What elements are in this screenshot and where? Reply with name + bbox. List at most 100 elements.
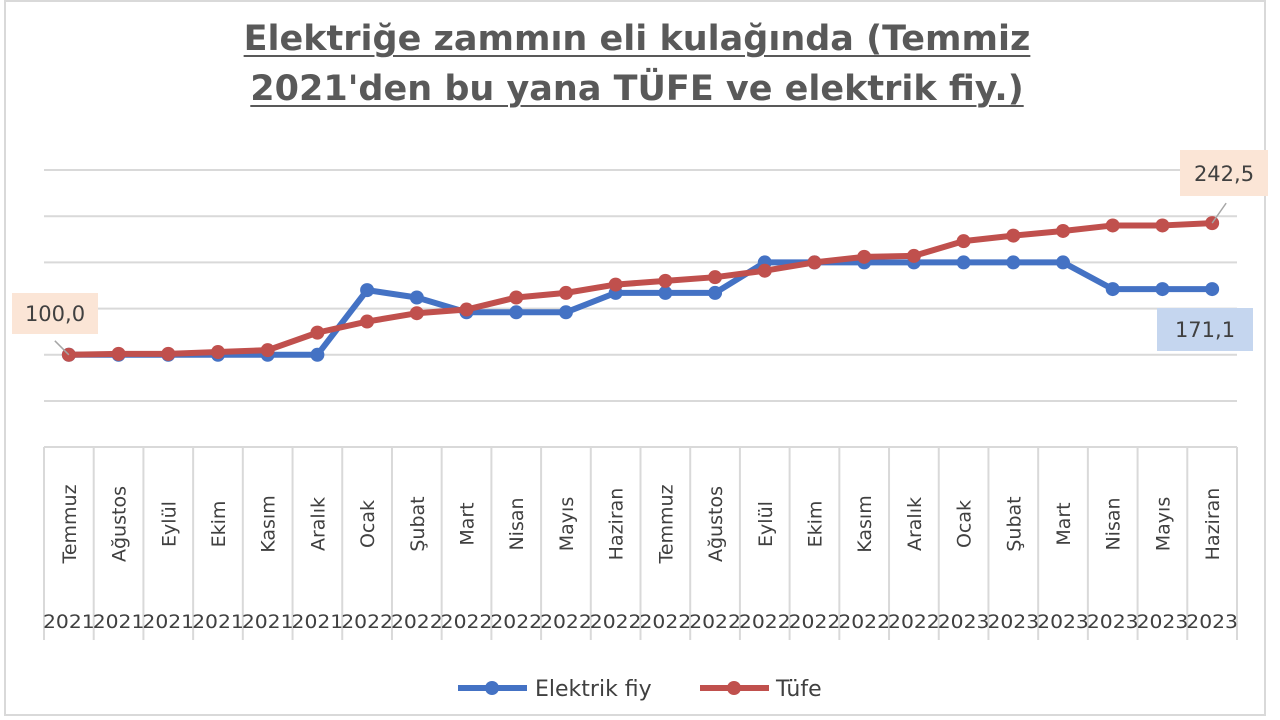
x-tick-month: Kasım [854, 495, 876, 552]
x-tick-year: 2022 [640, 611, 692, 633]
data-point [857, 249, 872, 264]
data-point [1105, 282, 1120, 297]
x-tick-year: 2021 [192, 611, 244, 633]
chart-title-line1: Elektriğe zammın eli kulağında (Temmiz [243, 19, 1031, 59]
data-point [956, 234, 971, 249]
data-point [1105, 218, 1120, 233]
x-tick-year: 2023 [1087, 611, 1139, 633]
x-tick-month: Ekim [804, 501, 826, 548]
data-label-tufe-start: 100,0 [25, 302, 85, 326]
series-line-elektrik-fiy [65, 259, 1216, 358]
x-tick-year: 2023 [1037, 611, 1089, 633]
x-tick-year: 2021 [43, 611, 95, 633]
legend-marker [727, 681, 741, 695]
data-point [1006, 255, 1021, 270]
x-tick-month: Haziran [606, 488, 628, 561]
x-tick-year: 2023 [1137, 611, 1189, 633]
x-tick-month: Ekim [208, 501, 230, 548]
x-tick-month: Şubat [407, 496, 429, 551]
data-point [509, 305, 524, 320]
x-tick-year: 2023 [1186, 611, 1238, 633]
x-tick-month: Nisan [1103, 497, 1125, 550]
data-point [558, 285, 573, 300]
x-tick-month: Mayıs [556, 497, 578, 551]
chart-frame [4, 0, 1266, 716]
x-tick-month: Mayıs [1152, 497, 1174, 551]
x-tick-month: Eylül [158, 501, 180, 547]
x-tick-year: 2022 [888, 611, 940, 633]
x-tick-month: Haziran [1202, 488, 1224, 561]
data-label-tufe-end: 242,5 [1194, 162, 1254, 186]
legend-label-tufe: Tüfe [775, 677, 822, 702]
x-tick-month: Eylül [755, 501, 777, 547]
x-tick-year: 2022 [789, 611, 841, 633]
data-label-bg [1157, 308, 1253, 351]
x-tick-year: 2022 [739, 611, 791, 633]
data-point [757, 263, 772, 278]
data-point [558, 305, 573, 320]
x-tick-month: Temmuz [59, 484, 81, 564]
series-line-tufe [65, 220, 1216, 358]
data-point [708, 270, 723, 285]
data-point [1056, 255, 1071, 270]
x-tick-year: 2022 [341, 611, 393, 633]
legend-label-elektrik-fiy: Elektrik fiy [535, 677, 652, 702]
data-point [807, 255, 822, 270]
data-point [409, 306, 424, 321]
data-point [459, 302, 474, 317]
data-point [310, 347, 325, 362]
x-tick-year: 2022 [838, 611, 890, 633]
x-tick-month: Aralık [307, 497, 329, 551]
x-tick-month: Aralık [904, 497, 926, 551]
data-point [658, 285, 673, 300]
x-tick-month: Ocak [954, 500, 976, 548]
data-point [708, 285, 723, 300]
x-tick-month: Mart [1053, 502, 1075, 545]
data-point [260, 343, 275, 358]
data-point [310, 325, 325, 340]
data-point [360, 283, 375, 298]
chart-title: Elektriğe zammın eli kulağında (Temmiz 2… [0, 14, 1274, 114]
x-tick-month: Temmuz [655, 484, 677, 564]
x-tick-year: 2022 [391, 611, 443, 633]
x-tick-month: Şubat [1003, 496, 1025, 551]
data-point [1006, 228, 1021, 243]
data-point [906, 248, 921, 263]
x-tick-year: 2023 [987, 611, 1039, 633]
x-tick-month: Nisan [506, 497, 528, 550]
data-point [1155, 282, 1170, 297]
data-point [1056, 223, 1071, 238]
x-tick-year: 2021 [242, 611, 294, 633]
data-point [161, 346, 176, 361]
data-label-bg [12, 293, 98, 334]
data-point [1155, 218, 1170, 233]
x-tick-month: Ağustos [705, 486, 727, 562]
legend-marker [485, 681, 499, 695]
data-point [1205, 282, 1220, 297]
data-point [210, 345, 225, 360]
x-tick-year: 2022 [540, 611, 592, 633]
x-tick-year: 2022 [689, 611, 741, 633]
x-tick-year: 2021 [142, 611, 194, 633]
data-point [360, 314, 375, 329]
data-point [509, 290, 524, 305]
x-tick-month: Kasım [258, 495, 280, 552]
x-tick-year: 2021 [93, 611, 145, 633]
x-tick-month: Ocak [357, 500, 379, 548]
x-tick-year: 2022 [441, 611, 493, 633]
x-tick-year: 2021 [292, 611, 344, 633]
data-point [111, 346, 126, 361]
x-tick-year: 2022 [590, 611, 642, 633]
leader-line [54, 340, 70, 356]
x-tick-month: Mart [457, 502, 479, 545]
x-tick-year: 2022 [490, 611, 542, 633]
data-label-bg [1180, 150, 1268, 196]
data-point [409, 290, 424, 305]
data-point [608, 277, 623, 292]
data-point [956, 255, 971, 270]
x-tick-month: Ağustos [109, 486, 131, 562]
leader-line [1211, 202, 1227, 224]
chart-title-line2: 2021'den bu yana TÜFE ve elektrik fiy.) [250, 69, 1024, 109]
x-tick-year: 2023 [938, 611, 990, 633]
